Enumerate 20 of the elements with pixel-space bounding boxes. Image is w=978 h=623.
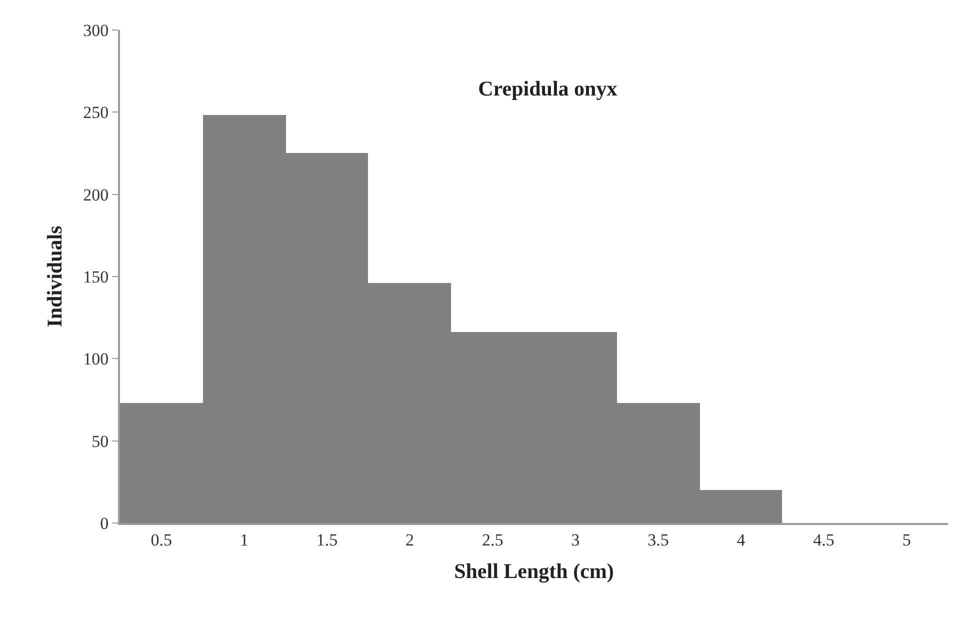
y-tick-label: 250 [83, 103, 109, 122]
x-tick-label: 1 [240, 530, 248, 550]
y-tick-label: 150 [83, 267, 109, 286]
x-tick-label: 2 [406, 530, 414, 550]
y-axis-title: Individuals [42, 226, 67, 328]
x-tick-label: 2.5 [482, 530, 504, 550]
x-tick-label: 1.5 [316, 530, 338, 550]
y-tick-label: 50 [92, 432, 109, 451]
x-tick-label: 3 [571, 530, 580, 550]
y-tick-label: 100 [83, 350, 109, 369]
y-tick-label: 200 [83, 185, 109, 204]
x-tick-label: 3.5 [648, 530, 669, 550]
x-axis-title: Shell Length (cm) [454, 559, 614, 584]
y-tick-label: 0 [100, 514, 109, 533]
x-tick-label: 4 [736, 530, 746, 550]
x-tick-label: 0.5 [150, 530, 172, 550]
x-tick-label: 4.5 [813, 530, 834, 550]
text: Crepidula onyx [478, 76, 618, 101]
x-tick-label: 5 [902, 530, 911, 550]
y-tick-label: 300 [83, 20, 109, 40]
